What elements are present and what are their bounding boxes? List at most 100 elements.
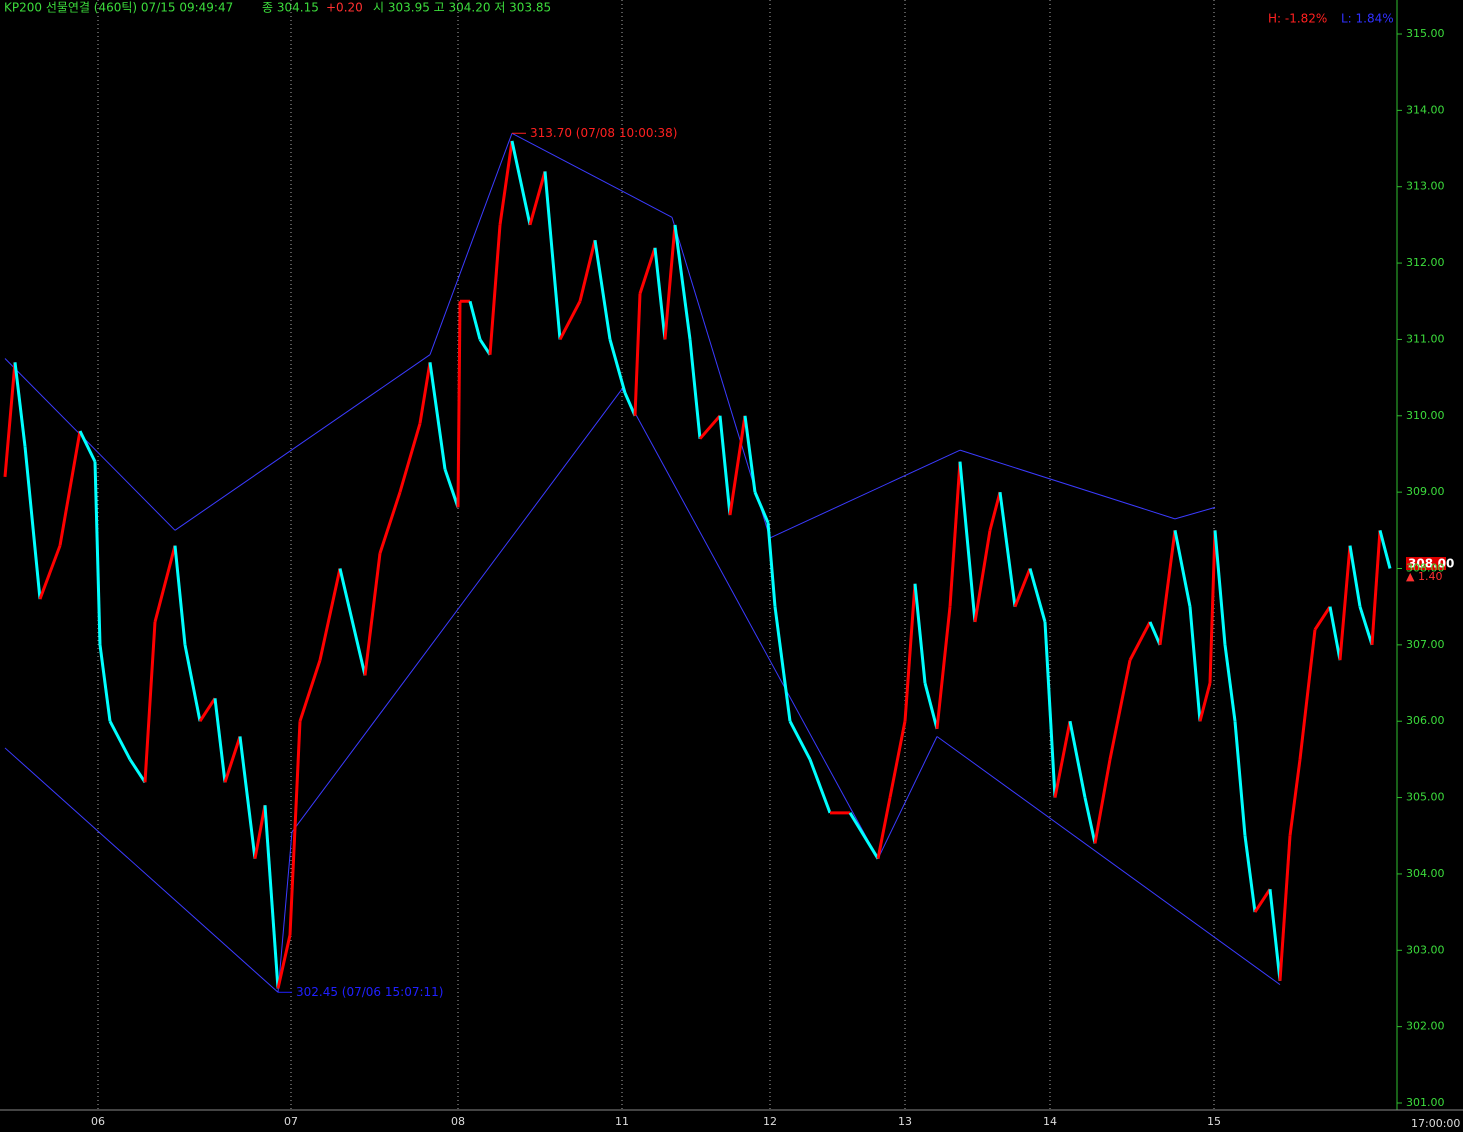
price-segment bbox=[183, 644, 202, 722]
price-segment bbox=[1370, 530, 1382, 645]
price-segment bbox=[728, 415, 747, 516]
price-segment bbox=[93, 461, 102, 645]
price-segment bbox=[1278, 835, 1292, 981]
trend-line bbox=[621, 388, 879, 859]
price-segment bbox=[213, 698, 227, 783]
price-segment bbox=[743, 415, 757, 493]
price-segment bbox=[510, 140, 532, 226]
annotation: 313.70 (07/08 10:00:38) bbox=[530, 126, 677, 140]
price-segment bbox=[23, 446, 42, 600]
price-segment bbox=[3, 362, 17, 478]
y-tick-label: 303.00 bbox=[1406, 943, 1445, 956]
price-segment bbox=[128, 758, 147, 784]
price-segment bbox=[528, 171, 547, 226]
price-segment bbox=[498, 140, 514, 226]
trend-line bbox=[511, 132, 673, 218]
price-segment bbox=[1378, 529, 1392, 569]
price-segment bbox=[478, 338, 492, 356]
price-segment bbox=[363, 553, 382, 676]
price-segment bbox=[623, 392, 637, 417]
header-close: 종 304.15 bbox=[262, 1, 319, 15]
price-segment bbox=[808, 758, 832, 814]
price-segment bbox=[638, 247, 657, 295]
price-segment bbox=[108, 720, 132, 761]
trend-line bbox=[277, 831, 293, 993]
price-segment bbox=[1148, 621, 1162, 646]
price-segment bbox=[1013, 567, 1032, 608]
price-segment bbox=[298, 659, 322, 722]
price-segment bbox=[973, 530, 992, 623]
price-segment bbox=[488, 224, 502, 355]
trend-line bbox=[4, 747, 279, 993]
y-tick-label: 305.00 bbox=[1406, 791, 1445, 804]
y-tick-label: 301.00 bbox=[1406, 1096, 1445, 1109]
y-tick-label: 313.00 bbox=[1406, 180, 1445, 193]
x-tick-label: 15 bbox=[1207, 1115, 1221, 1128]
price-segment bbox=[58, 430, 82, 546]
price-segment bbox=[318, 568, 342, 661]
x-tick-label: 08 bbox=[451, 1115, 465, 1128]
trend-line bbox=[936, 736, 1281, 986]
price-segment bbox=[958, 461, 977, 623]
trend-line bbox=[769, 449, 961, 539]
trend-line bbox=[429, 133, 513, 355]
price-segment bbox=[238, 736, 257, 859]
price-segment bbox=[276, 934, 292, 989]
price-segment bbox=[198, 697, 217, 723]
price-segment bbox=[1253, 888, 1272, 913]
price-segment bbox=[1328, 606, 1342, 661]
price-segment bbox=[456, 301, 462, 508]
price-segment bbox=[253, 804, 267, 859]
price-segment bbox=[888, 720, 907, 798]
price-segment bbox=[1338, 545, 1352, 661]
price-segment bbox=[673, 224, 692, 340]
price-segment bbox=[1093, 759, 1112, 844]
price-segment bbox=[153, 545, 177, 623]
price-segment bbox=[766, 522, 777, 607]
y-tick-label: 311.00 bbox=[1406, 332, 1445, 345]
price-segment bbox=[98, 644, 112, 722]
price-segment bbox=[1223, 644, 1237, 722]
trend-line bbox=[4, 358, 176, 531]
y-tick-label: 315.00 bbox=[1406, 27, 1445, 40]
price-segment bbox=[608, 339, 627, 394]
price-segment bbox=[663, 224, 677, 340]
price-segment bbox=[1268, 889, 1282, 981]
price-segment bbox=[173, 545, 187, 646]
price-segment bbox=[998, 491, 1017, 607]
price-segment bbox=[428, 362, 447, 470]
price-segment bbox=[338, 568, 367, 676]
y-tick-label: 312.00 bbox=[1406, 256, 1445, 269]
price-segment bbox=[718, 415, 732, 516]
header-change: +0.20 bbox=[326, 1, 363, 15]
price-segment bbox=[923, 682, 939, 730]
price-segment bbox=[1313, 605, 1332, 631]
x-tick-label: 13 bbox=[898, 1115, 912, 1128]
price-segment bbox=[263, 805, 280, 989]
price-segment bbox=[78, 430, 97, 463]
x-tick-label: 11 bbox=[615, 1115, 629, 1128]
header-ohl: 시 303.95 고 304.20 저 303.85 bbox=[373, 1, 551, 15]
price-segment bbox=[543, 171, 562, 340]
price-segment bbox=[468, 300, 482, 340]
price-segment bbox=[1108, 659, 1132, 760]
price-segment bbox=[848, 812, 880, 860]
price-segment bbox=[223, 736, 242, 783]
y-tick-label: 306.00 bbox=[1406, 714, 1445, 727]
price-segment bbox=[558, 300, 582, 341]
price-segment bbox=[1053, 720, 1072, 798]
price-segment bbox=[1043, 621, 1057, 798]
price-segment bbox=[1128, 621, 1152, 661]
price-segment bbox=[1068, 720, 1087, 798]
change-tag: ▲ 1.40 bbox=[1406, 570, 1442, 583]
price-segment bbox=[1358, 606, 1374, 646]
price-segment bbox=[1158, 530, 1177, 646]
y-tick-label: 310.00 bbox=[1406, 409, 1445, 422]
price-segment bbox=[948, 461, 962, 607]
price-segment bbox=[988, 491, 1002, 531]
x-tick-label: 14 bbox=[1043, 1115, 1057, 1128]
price-segment bbox=[1208, 530, 1217, 684]
